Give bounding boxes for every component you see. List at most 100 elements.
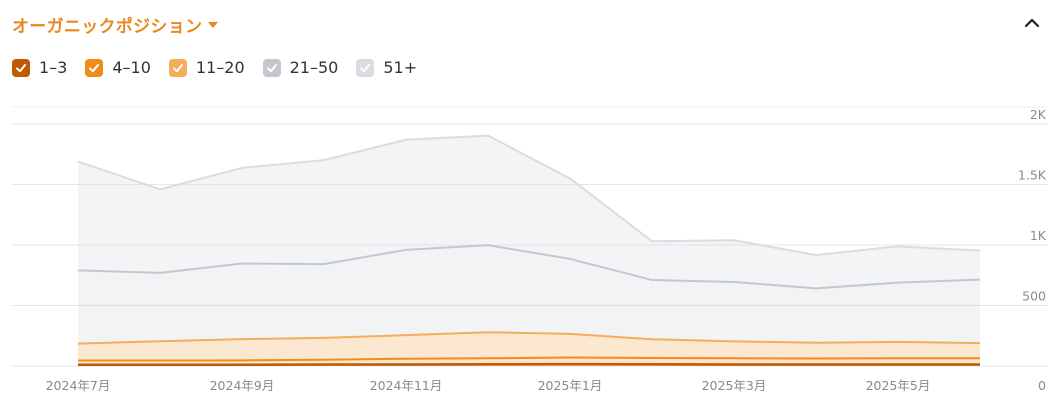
data-point [815, 358, 816, 359]
data-point [651, 279, 652, 280]
check-icon [360, 63, 371, 72]
data-point [733, 358, 734, 359]
data-point [77, 360, 78, 361]
check-icon [266, 63, 277, 72]
data-point [651, 357, 652, 358]
data-point [159, 341, 160, 342]
checkbox[interactable] [85, 58, 104, 77]
legend-item[interactable]: 11–20 [168, 58, 245, 77]
legend-item[interactable]: 4–10 [85, 58, 151, 77]
data-point [733, 240, 734, 241]
data-point [323, 359, 324, 360]
legend-item[interactable]: 1–3 [12, 58, 67, 77]
data-point [323, 264, 324, 265]
data-point [241, 263, 242, 264]
data-point [733, 281, 734, 282]
legend-item[interactable]: 51+ [356, 58, 417, 77]
data-point [405, 364, 406, 365]
data-point [569, 357, 570, 358]
data-point [979, 279, 980, 280]
checkbox[interactable] [356, 58, 375, 77]
data-point [569, 258, 570, 259]
legend-label: 11–20 [195, 58, 245, 77]
x-tick-label: 2025年5月 [866, 378, 931, 393]
data-point [487, 364, 488, 365]
data-point [815, 254, 816, 255]
data-point [651, 339, 652, 340]
check-icon [172, 63, 183, 72]
y-tick-label: 1.5K [1018, 168, 1047, 183]
checkbox[interactable] [12, 58, 30, 77]
legend-label: 51+ [383, 58, 418, 77]
data-point [323, 364, 324, 365]
data-point [159, 272, 160, 273]
data-point [159, 189, 160, 190]
data-point [815, 288, 816, 289]
data-point [405, 249, 406, 250]
data-point [241, 364, 242, 365]
series-line-4 [77, 244, 981, 290]
check-icon [89, 63, 100, 72]
data-point [77, 161, 78, 162]
legend-label: 1–3 [39, 58, 68, 77]
data-point [979, 358, 980, 359]
data-point [733, 364, 734, 365]
data-point [979, 343, 980, 344]
legend-label: 4–10 [112, 58, 151, 77]
data-point [569, 178, 570, 179]
x-tick-label: 2025年3月 [702, 378, 767, 393]
title-text: オーガニックポジション [12, 17, 203, 37]
data-point [569, 364, 570, 365]
y-tick-label: 1K [1030, 228, 1047, 243]
caret-down-icon[interactable] [208, 21, 219, 28]
organic-positions-title[interactable]: オーガニックポジション [12, 12, 219, 37]
data-point [241, 167, 242, 168]
data-point [979, 364, 980, 365]
data-point [77, 343, 78, 344]
data-point [651, 364, 652, 365]
data-point [897, 282, 898, 283]
checkbox[interactable] [262, 58, 281, 77]
series-line-5 [77, 134, 981, 257]
card-header: オーガニックポジション [12, 10, 1049, 38]
legend-item[interactable]: 21–50 [262, 58, 338, 77]
series-line-2 [78, 356, 980, 362]
data-point [487, 135, 488, 136]
data-point [241, 339, 242, 340]
data-point [815, 364, 816, 365]
area-4 [78, 245, 980, 344]
y-tick-label: 2K [1030, 107, 1047, 122]
data-point [405, 335, 406, 336]
checkbox[interactable] [168, 58, 187, 77]
data-point [323, 337, 324, 338]
data-point [159, 360, 160, 361]
area-3 [78, 332, 980, 361]
area-2 [78, 357, 980, 365]
data-point [897, 341, 898, 342]
data-point [323, 159, 324, 160]
data-point [405, 358, 406, 359]
x-tick-label: 2024年11月 [370, 378, 443, 393]
data-point [159, 364, 160, 365]
series-line-3 [77, 331, 981, 345]
chart-legend: 1–3 4–10 11–20 21–50 51+ [12, 58, 417, 77]
check-icon [16, 63, 26, 72]
data-point [651, 241, 652, 242]
x-tick-label: 2024年9月 [210, 378, 275, 393]
data-point [897, 246, 898, 247]
area-5 [78, 135, 980, 289]
y-tick-label: 500 [1022, 289, 1046, 304]
data-point [487, 332, 488, 333]
data-point [815, 342, 816, 343]
data-point [487, 358, 488, 359]
data-point [77, 364, 78, 365]
data-point [77, 270, 78, 271]
data-point [487, 245, 488, 246]
chevron-up-icon[interactable] [1021, 12, 1043, 34]
x-tick-label: 2025年1月 [538, 378, 603, 393]
y-tick-label: 0 [1038, 378, 1046, 393]
x-tick-label: 2024年7月 [46, 378, 111, 393]
data-point [405, 139, 406, 140]
data-point [897, 364, 898, 365]
